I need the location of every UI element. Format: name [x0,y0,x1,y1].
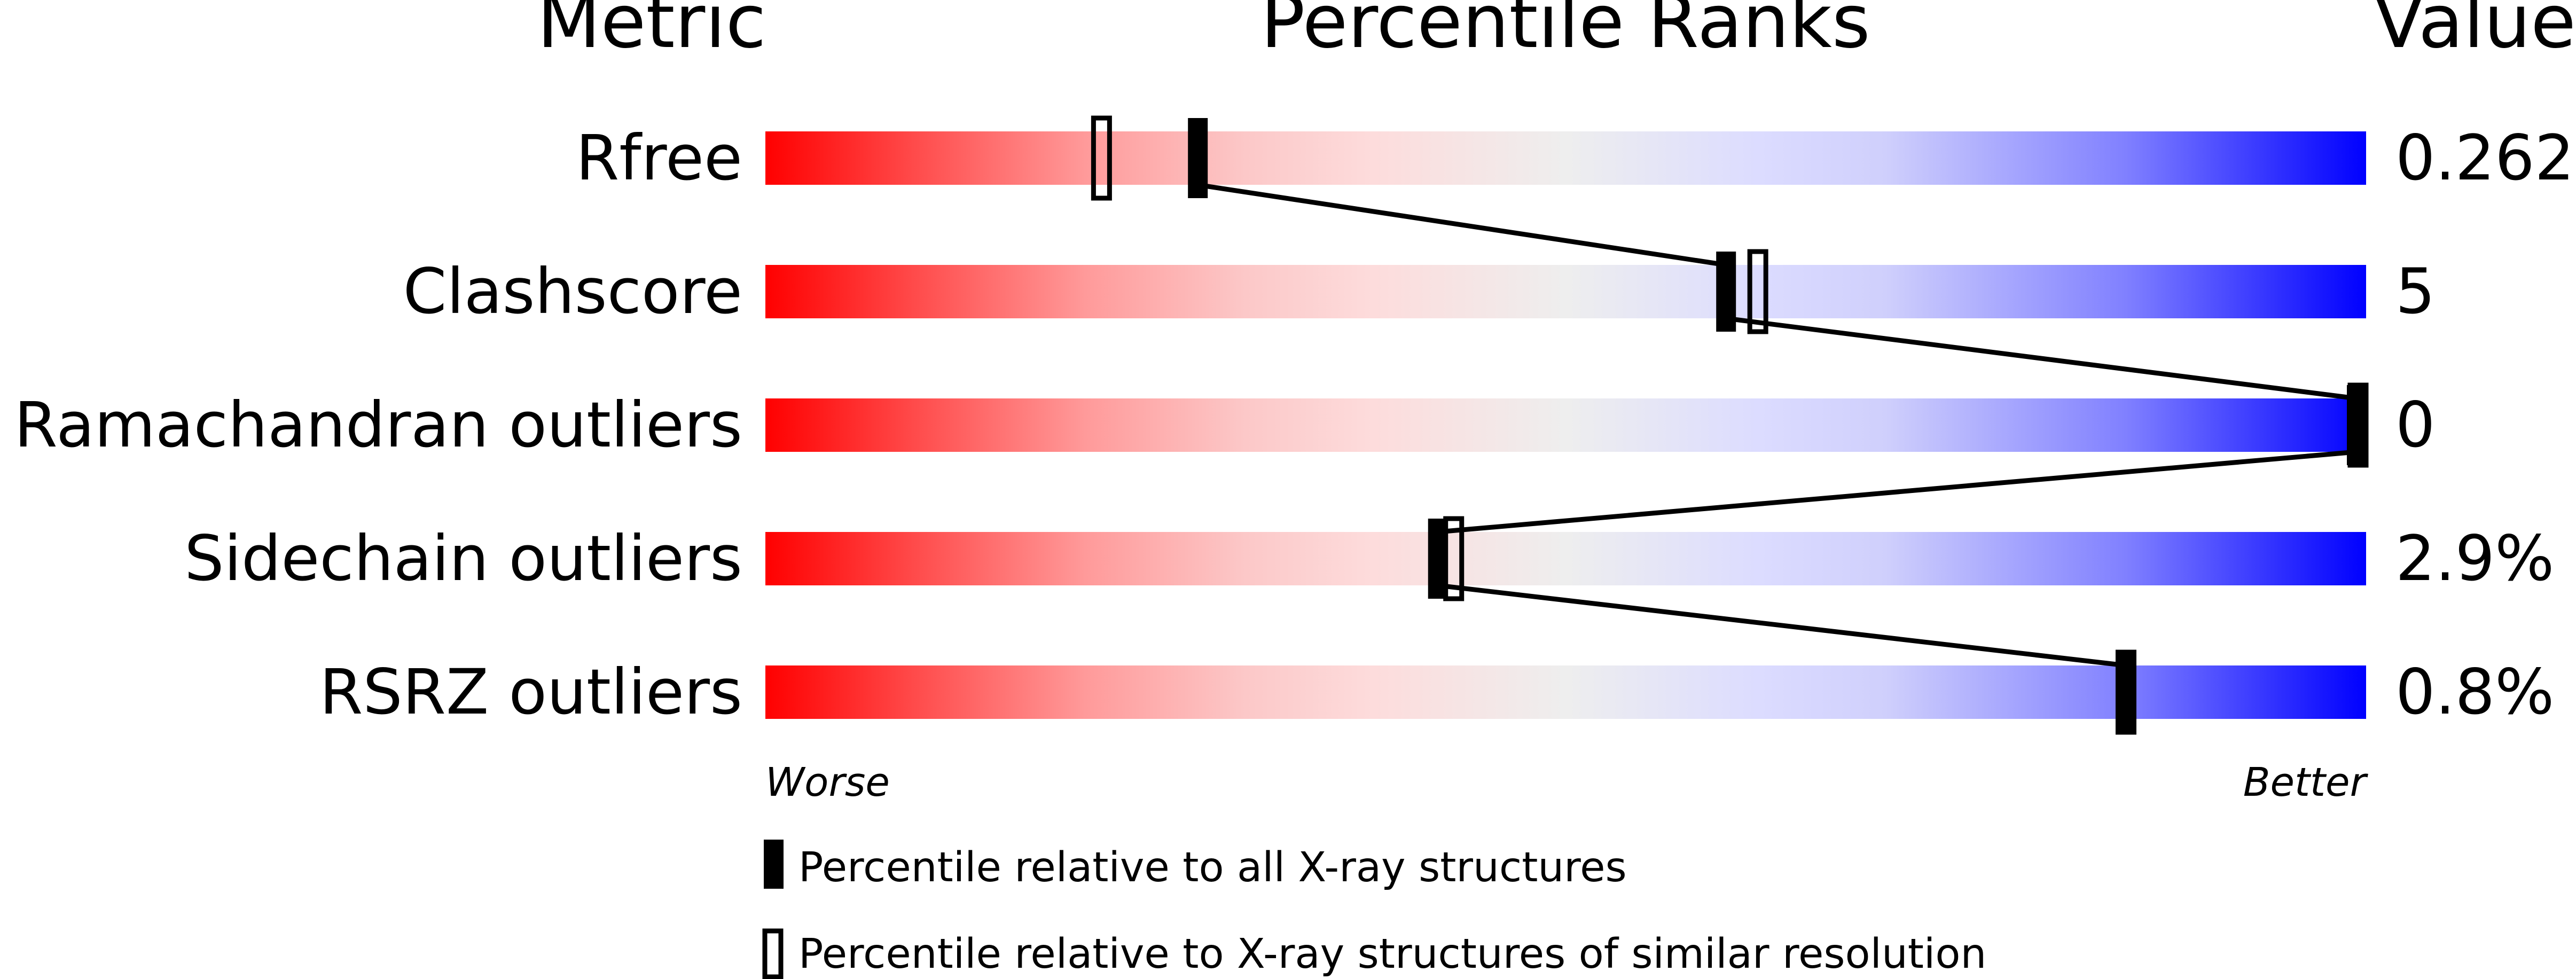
metric-label: RSRZ outliers [319,655,742,729]
connector-line [1725,316,2357,401]
metric-row: Clashscore 5 [403,249,2435,334]
similar-resolution-marker [1091,115,1112,201]
percentile-bar [765,665,2366,719]
metric-value: 0.262 [2395,121,2574,194]
header-percentile-ranks: Percentile Ranks [1260,0,1870,65]
metric-label: Sidechain outliers [184,522,742,595]
legend-similar-label: Percentile relative to X-ray structures … [798,930,1986,978]
legend-filled-marker-icon [764,840,784,889]
metric-value: 0 [2395,388,2435,461]
similar-resolution-marker [1747,249,1768,334]
percentile-bar [765,131,2366,185]
axis-better-label: Better [2243,759,2369,805]
metric-row: Sidechain outliers 2.9% [184,516,2554,601]
axis-worse-label: Worse [765,759,890,805]
metric-label: Ramachandran outliers [14,388,743,461]
metric-row: Ramachandran outliers 0 [14,382,2435,468]
metric-row: RSRZ outliers 0.8% [319,649,2554,735]
percentile-bar [765,532,2366,585]
metric-label: Rfree [576,121,742,194]
metric-value: 2.9% [2395,522,2554,595]
percentile-bar [765,398,2366,452]
metric-value: 0.8% [2395,655,2554,729]
legend-open-marker-icon [762,928,784,979]
legend-all-label: Percentile relative to all X-ray structu… [798,844,1627,891]
metric-label: Clashscore [403,255,742,328]
connector-line [1197,182,1726,268]
metric-value: 5 [2395,255,2435,328]
percentile-bar [765,265,2366,318]
metric-row: Rfree 0.262 [576,115,2574,201]
connector-line [1437,449,2357,535]
header-value: Value [2374,0,2576,65]
connector-line [1437,583,2126,668]
header-metric: Metric [537,0,766,65]
